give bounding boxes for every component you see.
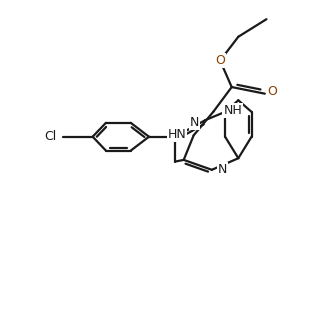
Text: NH: NH [223, 104, 242, 117]
Text: O: O [215, 54, 225, 67]
Text: N: N [190, 116, 199, 129]
Text: Cl: Cl [45, 130, 57, 143]
Text: N: N [218, 163, 227, 175]
Text: HN: HN [167, 128, 186, 141]
Text: O: O [267, 85, 277, 98]
